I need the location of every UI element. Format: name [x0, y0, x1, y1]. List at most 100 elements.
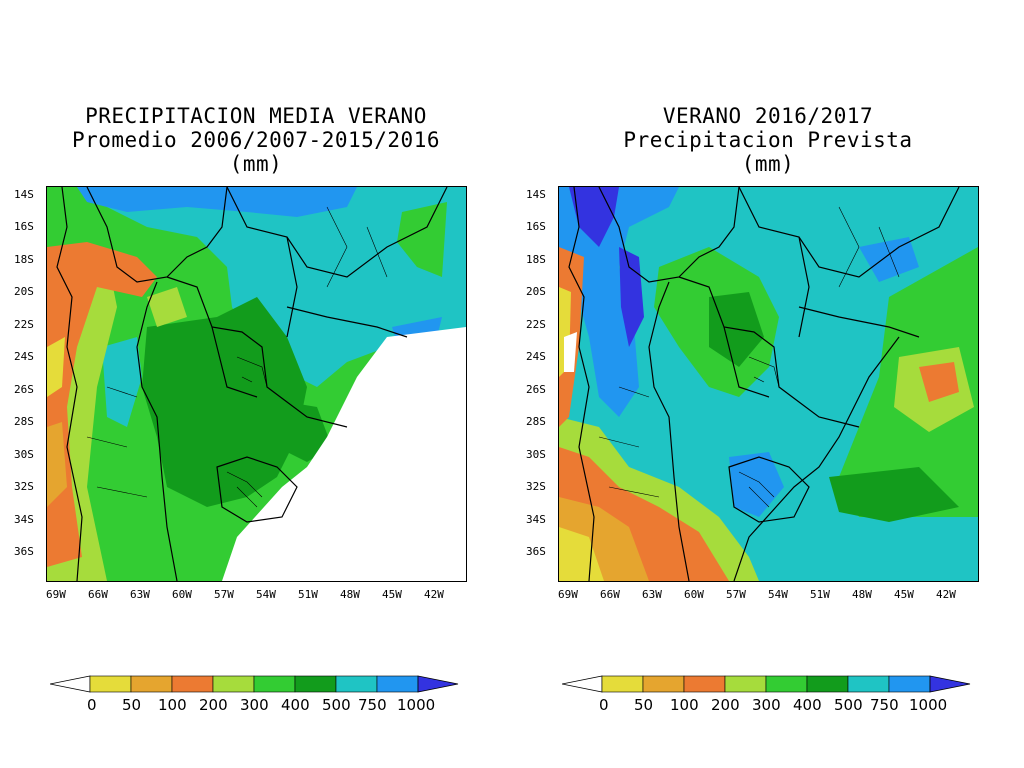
lon-label: 45W: [894, 588, 914, 601]
colorbar-swatch: [765, 675, 808, 693]
lon-label: 66W: [600, 588, 620, 601]
lat-label: 16S: [14, 220, 34, 233]
lon-label: 60W: [172, 588, 192, 601]
lat-label: 28S: [526, 415, 546, 428]
lon-label: 69W: [46, 588, 66, 601]
lat-label: 18S: [526, 253, 546, 266]
lat-label: 26S: [14, 383, 34, 396]
lat-label: 32S: [14, 480, 34, 493]
lon-label: 48W: [340, 588, 360, 601]
lon-label: 45W: [382, 588, 402, 601]
colorbar-label: 1000: [397, 696, 436, 714]
lon-label: 57W: [214, 588, 234, 601]
region-0: [564, 332, 577, 372]
colorbar-swatch: [683, 675, 726, 693]
lat-label: 22S: [14, 318, 34, 331]
panel-title-units: (mm): [229, 152, 283, 176]
region-500: [142, 297, 307, 507]
political-borders: [56, 187, 448, 581]
colorbar-label: 300: [752, 696, 781, 714]
lon-label: 57W: [726, 588, 746, 601]
region-1000-patch: [859, 237, 919, 282]
lon-label: 63W: [642, 588, 662, 601]
colorbar-label: 50: [122, 696, 142, 714]
colorbar-label: 200: [199, 696, 228, 714]
colorbar-label: 400: [281, 696, 310, 714]
panel-title-line1: PRECIPITACION MEDIA VERANO: [85, 104, 427, 128]
lat-label: 28S: [14, 415, 34, 428]
colorbar-label: 100: [670, 696, 699, 714]
region-above-1000-andes: [619, 247, 644, 347]
precipitation-map: [558, 186, 979, 582]
region-1000-west: [559, 187, 679, 417]
region-1000-uruguay: [729, 452, 784, 517]
colorbar-label: 0: [87, 696, 97, 714]
lat-label: 30S: [14, 448, 34, 461]
region-750: [77, 187, 466, 387]
colorbar-label: 500: [834, 696, 863, 714]
colorbar-swatch: [212, 675, 255, 693]
colorbar-label: 1000: [909, 696, 948, 714]
colorbar: [562, 675, 971, 693]
colorbar-swatch: [376, 675, 419, 693]
region-500-atlantic: [829, 467, 959, 522]
colorbar-swatch: [171, 675, 214, 693]
state-borders: [598, 206, 900, 508]
lon-label: 63W: [130, 588, 150, 601]
lat-label: 30S: [526, 448, 546, 461]
region-500-east: [257, 397, 332, 462]
lat-label: 34S: [526, 513, 546, 526]
colorbar-label: 0: [599, 696, 609, 714]
panel-title-line1: VERANO 2016/2017: [662, 104, 874, 128]
lon-label: 54W: [256, 588, 276, 601]
colorbar: [50, 675, 459, 693]
panel-historical-average: PRECIPITACION MEDIA VERANO Promedio 2006…: [14, 104, 467, 714]
lat-label: 18S: [14, 253, 34, 266]
lat-label: 14S: [526, 188, 546, 201]
region-200: [47, 242, 157, 567]
lat-label: 36S: [14, 545, 34, 558]
lat-label: 26S: [526, 383, 546, 396]
panel-title-units: (mm): [741, 152, 795, 176]
panel-forecast: VERANO 2016/2017 Precipitacion Prevista …: [512, 0, 1024, 768]
lon-label: 42W: [936, 588, 956, 601]
lat-label: 22S: [526, 318, 546, 331]
state-borders: [86, 206, 388, 508]
region-1000-north: [77, 187, 357, 217]
lat-label: 34S: [14, 513, 34, 526]
lon-label: 42W: [424, 588, 444, 601]
lon-label: 60W: [684, 588, 704, 601]
lat-label: 20S: [526, 285, 546, 298]
lon-label: 51W: [810, 588, 830, 601]
colorbar-swatch: [888, 675, 931, 693]
lon-label: 69W: [558, 588, 578, 601]
colorbar-label: 50: [634, 696, 654, 714]
region-50: [559, 527, 604, 581]
colorbar-label: 750: [358, 696, 387, 714]
political-borders: [568, 187, 960, 581]
colorbar-swatch: [294, 675, 337, 693]
colorbar-swatch: [253, 675, 296, 693]
colorbar-label: 200: [711, 696, 740, 714]
precipitation-map: [46, 186, 467, 582]
colorbar-swatch: [847, 675, 890, 693]
lat-label: 24S: [14, 350, 34, 363]
lon-label: 48W: [852, 588, 872, 601]
colorbar-swatch: [642, 675, 685, 693]
region-200-atlantic: [919, 362, 959, 402]
region-300-patch: [147, 287, 187, 327]
colorbar-swatch: [89, 675, 132, 693]
ocean-mask: [222, 327, 466, 581]
colorbar-label: 750: [870, 696, 899, 714]
colorbar-swatch: [417, 675, 459, 693]
precipitation-map-canvas: [47, 187, 466, 581]
colorbar-swatch: [806, 675, 849, 693]
colorbar-swatch: [562, 675, 603, 693]
lon-label: 51W: [298, 588, 318, 601]
lat-label: 14S: [14, 188, 34, 201]
colorbar-swatch: [724, 675, 767, 693]
region-750-west: [102, 337, 142, 427]
region-400-northeast: [397, 202, 447, 277]
colorbar-swatch: [335, 675, 378, 693]
colorbar-label: 500: [322, 696, 351, 714]
